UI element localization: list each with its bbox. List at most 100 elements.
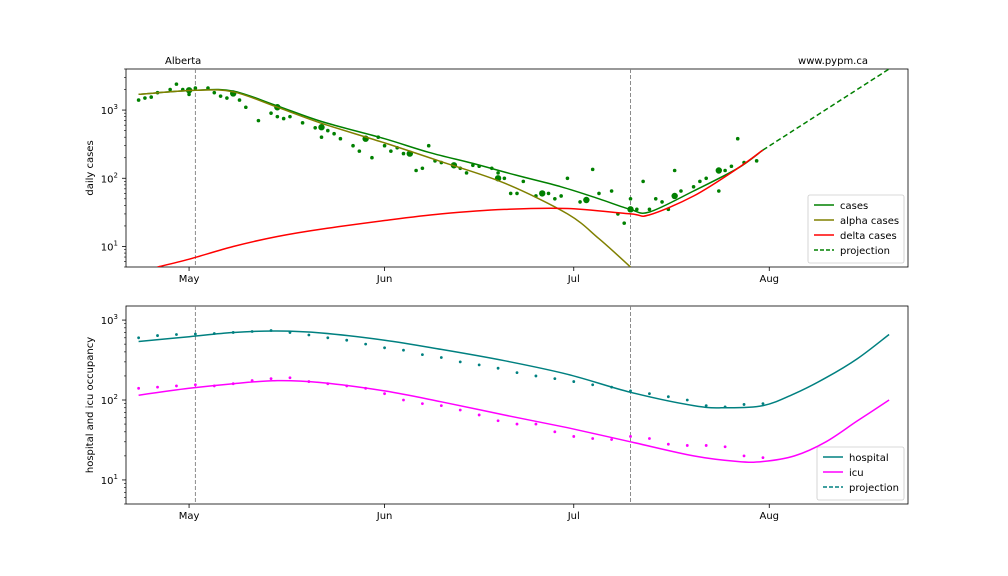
daily-cases-point bbox=[653, 196, 658, 201]
daily-cases-point bbox=[149, 95, 154, 99]
hospital-point bbox=[666, 395, 670, 399]
icu-point bbox=[553, 430, 557, 434]
hospital-point bbox=[364, 342, 368, 346]
occupancy-x-tick-label: May bbox=[179, 511, 200, 522]
icu-point bbox=[458, 408, 462, 412]
daily-cases-point bbox=[382, 143, 387, 148]
cases-legend-label: projection bbox=[840, 246, 890, 257]
daily-cases-point bbox=[414, 168, 418, 173]
daily-cases-point bbox=[717, 189, 721, 193]
daily-cases-point bbox=[635, 207, 639, 212]
cases-axes-frame bbox=[125, 68, 909, 268]
daily-cases-point bbox=[622, 221, 627, 225]
daily-cases-point bbox=[660, 200, 664, 204]
cases-series-alpha-cases bbox=[138, 89, 632, 267]
daily-cases-point bbox=[628, 196, 633, 201]
daily-cases-point bbox=[641, 179, 645, 184]
daily-cases-point bbox=[578, 200, 582, 204]
daily-cases-point bbox=[609, 189, 614, 193]
daily-cases-point bbox=[496, 171, 500, 175]
icu-point bbox=[534, 422, 538, 426]
daily-cases-point bbox=[597, 191, 601, 196]
daily-cases-point bbox=[256, 118, 261, 123]
daily-cases-point bbox=[401, 151, 406, 156]
occupancy-x-tick-label: Jul bbox=[567, 511, 580, 522]
daily-cases-point bbox=[723, 168, 727, 173]
daily-cases-point bbox=[187, 92, 191, 97]
source-label: www.pypm.ca bbox=[798, 56, 868, 67]
daily-cases-point bbox=[218, 94, 223, 98]
occupancy-x-tick-label: Jun bbox=[376, 511, 393, 522]
icu-point bbox=[515, 422, 519, 426]
occupancy-plot-marks bbox=[137, 306, 890, 504]
daily-cases-point bbox=[565, 176, 570, 181]
daily-cases-point bbox=[143, 96, 147, 100]
cases-legend-label: alpha cases bbox=[840, 216, 899, 227]
cases-plot-marks bbox=[136, 69, 890, 267]
icu-point bbox=[742, 454, 746, 458]
icu-point bbox=[610, 438, 613, 441]
hospital-point bbox=[648, 392, 651, 396]
cases-panel: Alberta www.pypm.ca daily cases May Jun Ju… bbox=[85, 56, 909, 285]
occupancy-series-hospital bbox=[138, 330, 890, 409]
icu-point bbox=[421, 402, 424, 406]
daily-cases-point bbox=[326, 128, 330, 133]
daily-cases-point bbox=[269, 111, 273, 115]
daily-cases-point bbox=[672, 168, 677, 173]
icu-point bbox=[496, 419, 500, 423]
icu-point bbox=[723, 445, 727, 449]
hospital-point bbox=[193, 332, 197, 336]
hospital-point bbox=[402, 348, 405, 352]
daily-cases-point bbox=[521, 179, 526, 184]
icu-point bbox=[704, 444, 708, 447]
occupancy-y-tick-label: 102 bbox=[101, 393, 118, 407]
daily-cases-point bbox=[275, 114, 280, 119]
icu-point bbox=[439, 404, 443, 408]
icu-point bbox=[288, 376, 292, 380]
daily-cases-point bbox=[735, 136, 740, 141]
daily-cases-point bbox=[244, 105, 248, 110]
hospital-point bbox=[175, 333, 178, 336]
hospital-point bbox=[591, 383, 595, 387]
icu-point bbox=[591, 437, 595, 440]
daily-cases-point bbox=[559, 194, 563, 198]
cases-series-cases bbox=[138, 88, 764, 214]
daily-cases-point bbox=[515, 191, 519, 196]
occupancy-axes-frame bbox=[125, 305, 909, 505]
cases-x-tick-label: May bbox=[179, 274, 200, 285]
cases-x-tick-label: Jul bbox=[567, 274, 580, 285]
icu-point bbox=[761, 456, 765, 460]
daily-cases-point bbox=[420, 166, 425, 171]
icu-point bbox=[629, 435, 632, 438]
icu-point bbox=[193, 383, 197, 387]
occupancy-y-tick-label: 103 bbox=[101, 313, 118, 327]
weekly-cases-point bbox=[583, 196, 590, 204]
cases-legend-label: cases bbox=[840, 201, 868, 212]
daily-cases-point bbox=[679, 189, 683, 193]
icu-point bbox=[269, 377, 273, 381]
cases-legend: cases alpha cases delta cases projection bbox=[807, 194, 905, 264]
hospital-point bbox=[439, 356, 443, 359]
daily-cases-point bbox=[546, 191, 551, 196]
daily-cases-point bbox=[225, 96, 229, 100]
daily-cases-point bbox=[300, 121, 305, 125]
cases-legend-label: delta cases bbox=[840, 231, 897, 242]
cases-plot-area: May Jun Jul Aug 101 102 103 cases alpha cases del… bbox=[101, 68, 905, 285]
hospital-point bbox=[704, 404, 708, 408]
icu-point bbox=[175, 384, 178, 388]
region-label: Alberta bbox=[165, 56, 201, 67]
cases-y-tick-label: 101 bbox=[101, 239, 118, 253]
daily-cases-point bbox=[174, 82, 179, 86]
daily-cases-point bbox=[357, 149, 362, 153]
daily-cases-point bbox=[351, 143, 355, 148]
icu-point bbox=[156, 385, 159, 389]
daily-cases-point bbox=[590, 167, 595, 172]
hospital-point bbox=[156, 334, 159, 337]
cases-series-projection bbox=[762, 69, 890, 151]
daily-cases-point bbox=[704, 176, 708, 181]
hospital-point bbox=[383, 346, 386, 350]
hospital-point bbox=[421, 353, 424, 356]
daily-cases-point bbox=[426, 143, 431, 148]
cases-series-delta-cases bbox=[157, 149, 764, 267]
